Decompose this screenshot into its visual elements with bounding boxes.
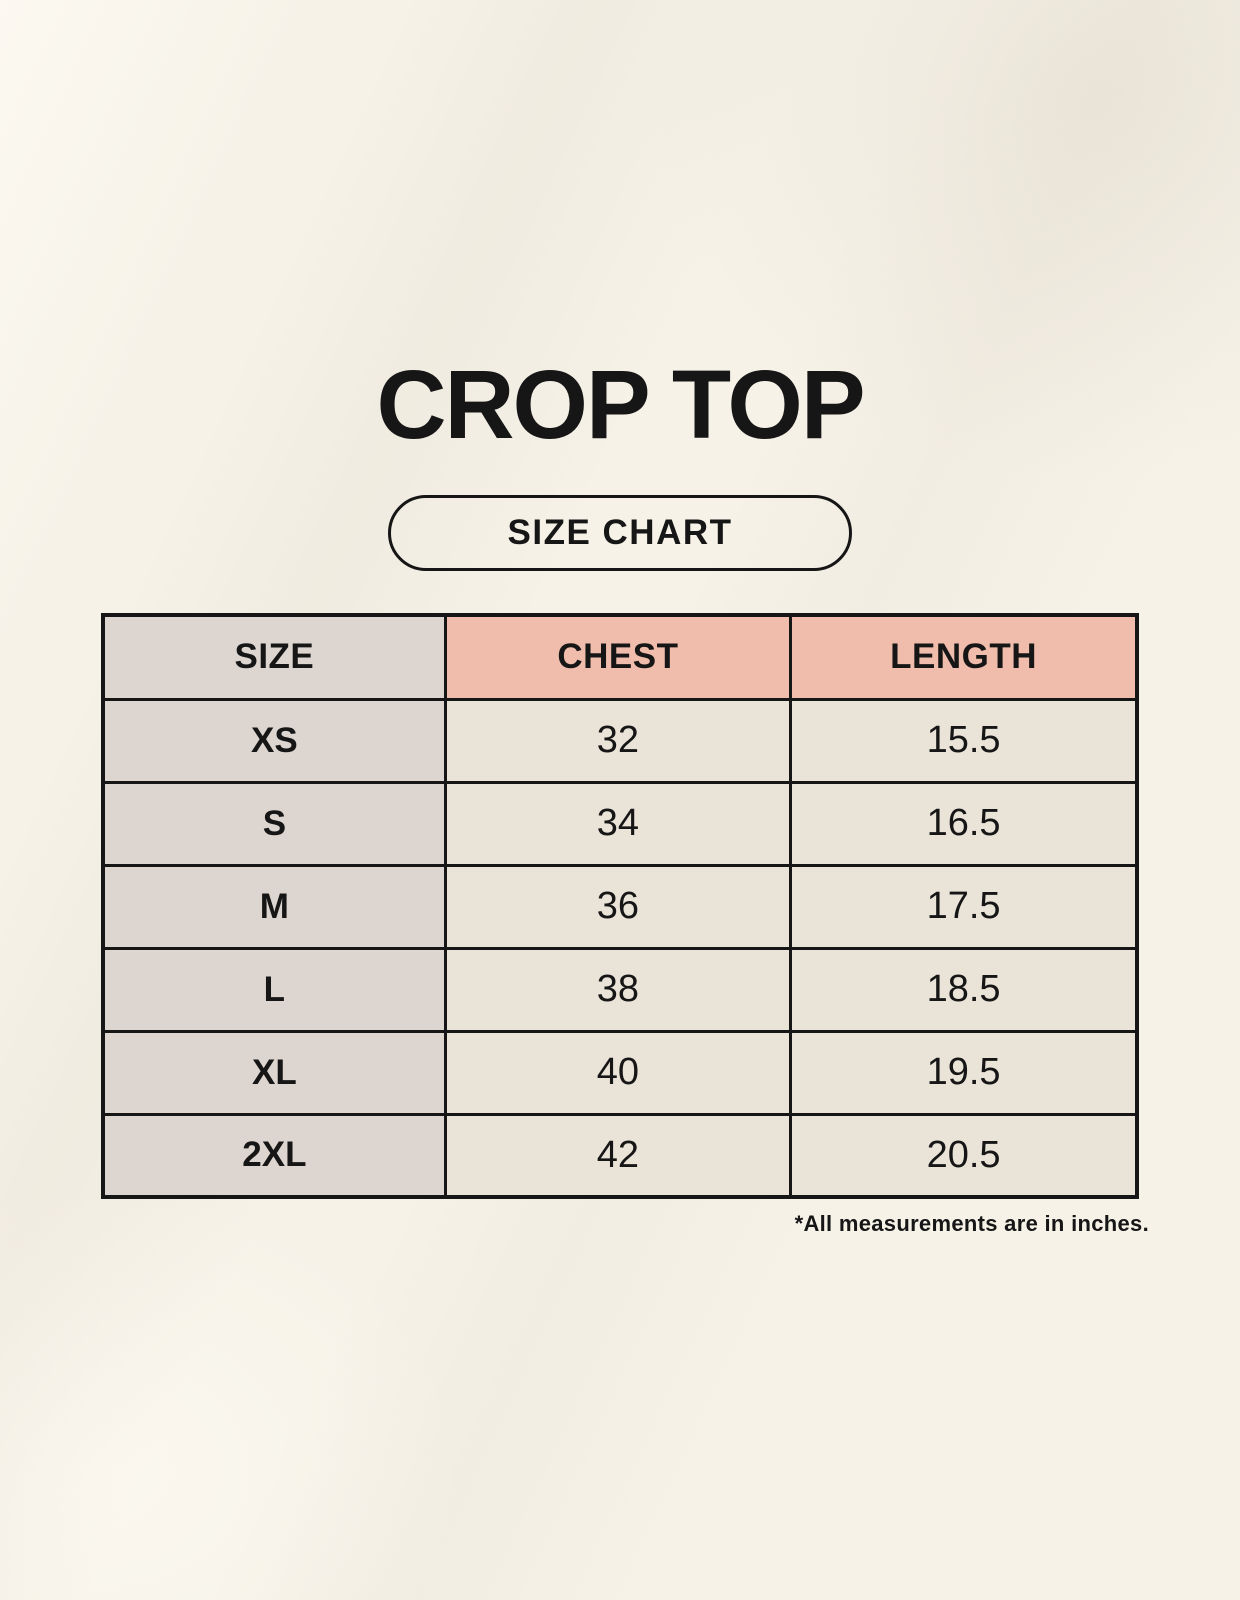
size-cell: L: [101, 946, 447, 1033]
table-row: S 34 16.5: [101, 780, 1139, 867]
table-row: XS 32 15.5: [101, 697, 1139, 784]
chest-cell: 34: [443, 780, 793, 867]
chest-cell: 38: [443, 946, 793, 1033]
size-chart-badge-label: SIZE CHART: [507, 513, 733, 552]
size-cell: M: [101, 863, 447, 950]
header-row: SIZE CHEST LENGTH: [101, 613, 1139, 701]
length-cell: 19.5: [789, 1029, 1139, 1116]
chest-cell: 40: [443, 1029, 793, 1116]
table-row: 2XL 42 20.5: [101, 1112, 1139, 1199]
size-cell: S: [101, 780, 447, 867]
size-cell: XL: [101, 1029, 447, 1116]
length-cell: 16.5: [789, 780, 1139, 867]
length-cell: 20.5: [789, 1112, 1139, 1199]
table-row: XL 40 19.5: [101, 1029, 1139, 1116]
measurements-footnote: *All measurements are in inches.: [794, 1211, 1149, 1236]
size-chart-badge[interactable]: SIZE CHART: [388, 495, 852, 571]
length-cell: 17.5: [789, 863, 1139, 950]
column-header-length: LENGTH: [789, 613, 1139, 701]
size-table: SIZE CHEST LENGTH XS 32 15.5 S 34 16.5 M: [101, 613, 1139, 1199]
size-cell: 2XL: [101, 1112, 447, 1199]
size-table-container: SIZE CHEST LENGTH XS 32 15.5 S 34 16.5 M: [101, 613, 1139, 1199]
product-title: CROP TOP: [376, 350, 865, 459]
length-cell: 18.5: [789, 946, 1139, 1033]
chest-cell: 36: [443, 863, 793, 950]
chest-cell: 42: [443, 1112, 793, 1199]
length-cell: 15.5: [789, 697, 1139, 784]
table-row: M 36 17.5: [101, 863, 1139, 950]
column-header-chest: CHEST: [443, 613, 793, 701]
column-header-size: SIZE: [101, 613, 447, 701]
table-row: L 38 18.5: [101, 946, 1139, 1033]
chest-cell: 32: [443, 697, 793, 784]
size-cell: XS: [101, 697, 447, 784]
